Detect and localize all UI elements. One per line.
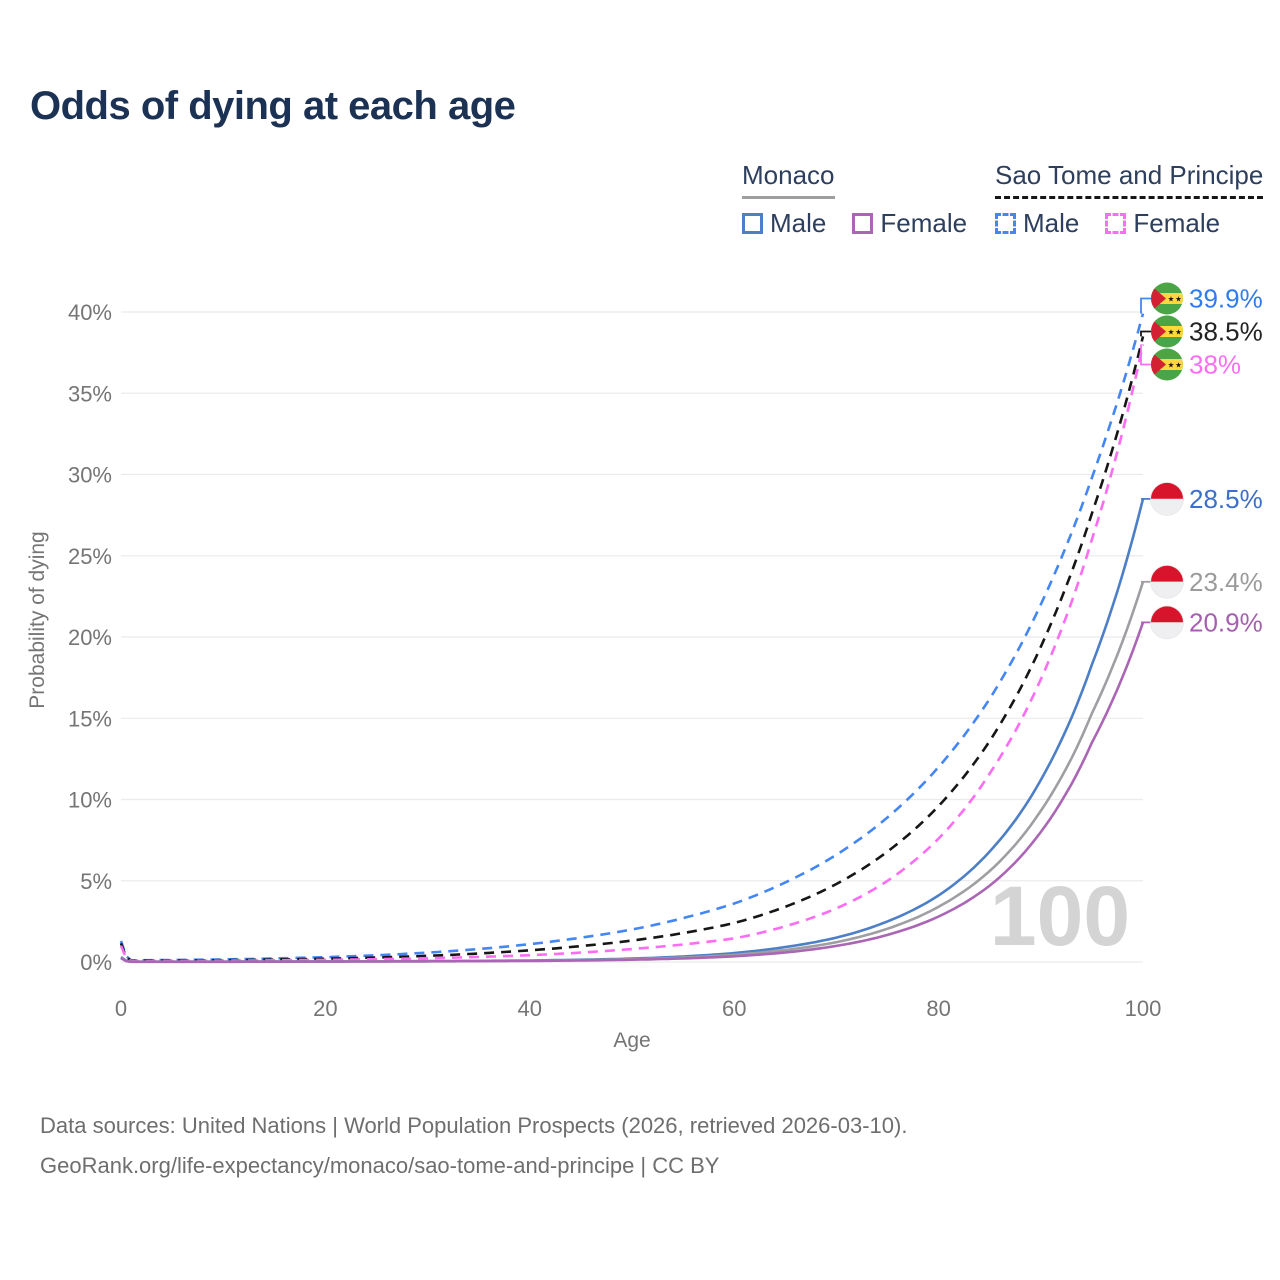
legend-item-sao-tome-male[interactable]: Male bbox=[995, 208, 1079, 239]
label-connector-stp-total bbox=[1140, 330, 1151, 337]
flag-icon-stp: ★ ★ bbox=[1151, 282, 1183, 315]
legend-group-sao-tome: Sao Tome and Principe Male Female bbox=[995, 160, 1264, 239]
x-tick-label: 100 bbox=[1125, 996, 1162, 1021]
flag-icon-stp: ★ ★ bbox=[1151, 348, 1183, 381]
y-axis-title: Probability of dying bbox=[26, 531, 49, 708]
y-tick-label: 20% bbox=[68, 625, 112, 650]
footer-url-line: GeoRank.org/life-expectancy/monaco/sao-t… bbox=[40, 1153, 720, 1178]
legend-label-sao-tome-male: Male bbox=[1023, 208, 1080, 238]
legend-item-monaco-female[interactable]: Female bbox=[852, 208, 967, 239]
legend-label-monaco-male: Male bbox=[770, 208, 827, 238]
end-value-label-stp-male: 39.9% bbox=[1189, 284, 1263, 314]
sao-tome-female-swatch-icon bbox=[1105, 213, 1127, 234]
y-tick-label: 5% bbox=[80, 869, 112, 894]
star-icon: ★ bbox=[1168, 295, 1175, 304]
end-value-label-monaco-female: 20.9% bbox=[1189, 607, 1263, 637]
y-tick-label: 25% bbox=[68, 544, 112, 569]
page-title: Odds of dying at each age bbox=[30, 84, 516, 128]
monaco-female-swatch-icon bbox=[852, 213, 874, 234]
legend-group-monaco: Monaco Male Female bbox=[742, 160, 967, 239]
legend-country-monaco[interactable]: Monaco bbox=[742, 160, 835, 199]
footer-sources-line: Data sources: United Nations | World Pop… bbox=[40, 1113, 908, 1138]
sao-tome-male-swatch-icon bbox=[995, 213, 1016, 234]
label-connector-stp-male bbox=[1140, 297, 1151, 314]
star-icon: ★ bbox=[1168, 361, 1175, 370]
flag-icon-monaco bbox=[1150, 605, 1184, 640]
star-icon: ★ bbox=[1175, 328, 1182, 337]
x-tick-label: 40 bbox=[518, 996, 542, 1021]
flag-icon-monaco bbox=[1150, 564, 1184, 599]
flag-icon-monaco bbox=[1150, 482, 1184, 516]
end-value-label-monaco-male: 28.5% bbox=[1189, 484, 1263, 514]
y-tick-label: 30% bbox=[68, 463, 112, 488]
end-value-label-stp-total: 38.5% bbox=[1189, 317, 1263, 347]
star-icon: ★ bbox=[1175, 361, 1182, 370]
flag-icon-stp: ★ ★ bbox=[1151, 315, 1183, 348]
x-tick-label: 20 bbox=[313, 996, 337, 1021]
x-tick-label: 0 bbox=[115, 996, 127, 1021]
series-line-monaco-female[interactable] bbox=[120, 621, 1145, 964]
x-axis-title: Age bbox=[613, 1029, 650, 1052]
end-value-label-stp-female: 38% bbox=[1189, 350, 1241, 380]
x-tick-label: 80 bbox=[926, 996, 950, 1021]
legend-label-monaco-female: Female bbox=[880, 208, 968, 238]
legend-label-sao-tome-female: Female bbox=[1133, 208, 1221, 238]
y-tick-label: 0% bbox=[80, 950, 112, 975]
end-value-label-monaco-total: 23.4% bbox=[1189, 567, 1263, 597]
data-source-footer: Data sources: United Nations | World Pop… bbox=[40, 1106, 907, 1186]
legend-item-sao-tome-female[interactable]: Female bbox=[1105, 208, 1220, 239]
star-icon: ★ bbox=[1168, 328, 1175, 337]
monaco-male-swatch-icon bbox=[742, 213, 763, 234]
y-tick-label: 40% bbox=[68, 300, 112, 325]
label-connector-stp-female bbox=[1140, 344, 1151, 366]
x-tick-label: 60 bbox=[722, 996, 746, 1021]
age-watermark: 100 bbox=[990, 869, 1130, 963]
legend-item-monaco-male[interactable]: Male bbox=[742, 208, 826, 239]
star-icon: ★ bbox=[1175, 295, 1182, 304]
series-line-stp-total[interactable] bbox=[119, 336, 1145, 962]
y-tick-label: 35% bbox=[68, 381, 112, 406]
legend-country-sao-tome[interactable]: Sao Tome and Principe bbox=[995, 160, 1264, 199]
y-tick-label: 10% bbox=[68, 788, 112, 813]
y-tick-label: 15% bbox=[68, 706, 112, 731]
